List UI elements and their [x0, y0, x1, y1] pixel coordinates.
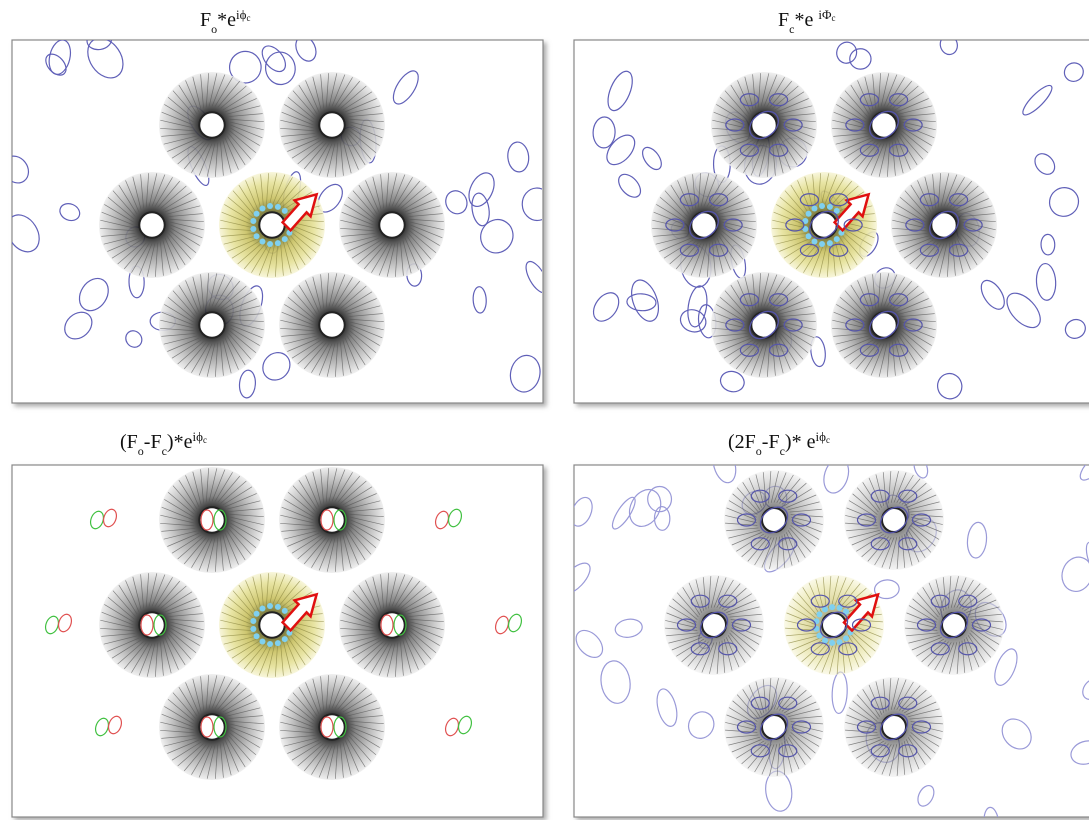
helix-dot: [282, 208, 288, 214]
helix-dot: [275, 240, 281, 246]
pore: [724, 470, 824, 570]
pore-hole: [702, 613, 726, 637]
helix-dot: [827, 240, 833, 246]
helix-dot: [834, 236, 840, 242]
helix-dot: [250, 618, 256, 624]
helix-dot: [259, 639, 265, 645]
pore-hole: [811, 212, 836, 237]
pore-hole: [199, 112, 224, 137]
pore-hole: [319, 312, 344, 337]
pore: [844, 677, 944, 777]
pore-hole: [691, 212, 716, 237]
pore: [904, 575, 1004, 675]
pore-hole: [319, 112, 344, 137]
pore: [279, 467, 385, 573]
pore: [219, 172, 325, 278]
pore-hole: [942, 613, 966, 637]
pore: [279, 674, 385, 780]
helix-dot: [267, 641, 273, 647]
helix-dot: [811, 205, 817, 211]
helix-dot: [250, 226, 256, 232]
pore-hole: [931, 212, 956, 237]
pore-hole: [319, 507, 344, 532]
helix-dot: [827, 204, 833, 210]
helix-dot: [829, 604, 835, 610]
panel-title: Fc*e iΦc: [778, 7, 835, 37]
pore: [771, 172, 877, 278]
pore-hole: [259, 612, 284, 637]
pore-hole: [871, 112, 896, 137]
pore: [99, 572, 205, 678]
helix-dot: [254, 211, 260, 217]
helix-dot: [811, 239, 817, 245]
helix-dot: [267, 203, 273, 209]
pore: [831, 72, 937, 178]
helix-dot: [254, 633, 260, 639]
pore: [651, 172, 757, 278]
pore: [279, 272, 385, 378]
pore-hole: [751, 312, 776, 337]
pore: [664, 575, 764, 675]
pore: [339, 172, 445, 278]
pore: [99, 172, 205, 278]
helix-dot: [843, 635, 849, 641]
panel-title: (Fo-Fc)*eiϕc: [120, 429, 207, 459]
pore: [219, 572, 325, 678]
pore-hole: [871, 312, 896, 337]
pore-hole: [822, 613, 846, 637]
helix-dot: [275, 204, 281, 210]
helix-dot: [250, 218, 256, 224]
pore: [844, 470, 944, 570]
pore-hole: [199, 312, 224, 337]
helix-dot: [267, 603, 273, 609]
helix-dot: [816, 611, 822, 617]
pore-hole: [762, 508, 786, 532]
pore-hole: [882, 715, 906, 739]
helix-dot: [819, 241, 825, 247]
helix-dot: [250, 626, 256, 632]
pore: [279, 72, 385, 178]
helix-dot: [819, 203, 825, 209]
pore-hole: [762, 715, 786, 739]
pore: [711, 272, 817, 378]
panel-title: Fo*eiϕc: [200, 7, 250, 37]
pore: [159, 72, 265, 178]
pore: [711, 72, 817, 178]
pore: [724, 677, 824, 777]
helix-dot: [254, 233, 260, 239]
helix-dot: [259, 605, 265, 611]
helix-dot: [259, 205, 265, 211]
pore-hole: [199, 714, 224, 739]
pore-hole: [379, 612, 404, 637]
pore-hole: [882, 508, 906, 532]
pore: [159, 272, 265, 378]
pore: [891, 172, 997, 278]
pore-hole: [139, 612, 164, 637]
pore-hole: [139, 212, 164, 237]
figure: Fo*eiϕc Fc*e iΦc (Fo-Fc)*eiϕc (2Fo-Fc)* …: [0, 0, 1089, 820]
pore: [159, 674, 265, 780]
pore-hole: [259, 212, 284, 237]
pore-hole: [319, 714, 344, 739]
helix-dot: [829, 640, 835, 646]
helix-dot: [275, 640, 281, 646]
helix-dot: [282, 636, 288, 642]
pore: [784, 575, 884, 675]
helix-dot: [275, 604, 281, 610]
helix-dot: [806, 211, 812, 217]
panel-title: (2Fo-Fc)* eiϕc: [728, 429, 830, 459]
pore: [831, 272, 937, 378]
helix-dot: [259, 239, 265, 245]
pore-hole: [199, 507, 224, 532]
pore-hole: [751, 112, 776, 137]
helix-dot: [254, 611, 260, 617]
pore: [159, 467, 265, 573]
helix-dot: [267, 241, 273, 247]
helix-dot: [282, 608, 288, 614]
pore-hole: [379, 212, 404, 237]
pore: [339, 572, 445, 678]
helix-dot: [282, 236, 288, 242]
